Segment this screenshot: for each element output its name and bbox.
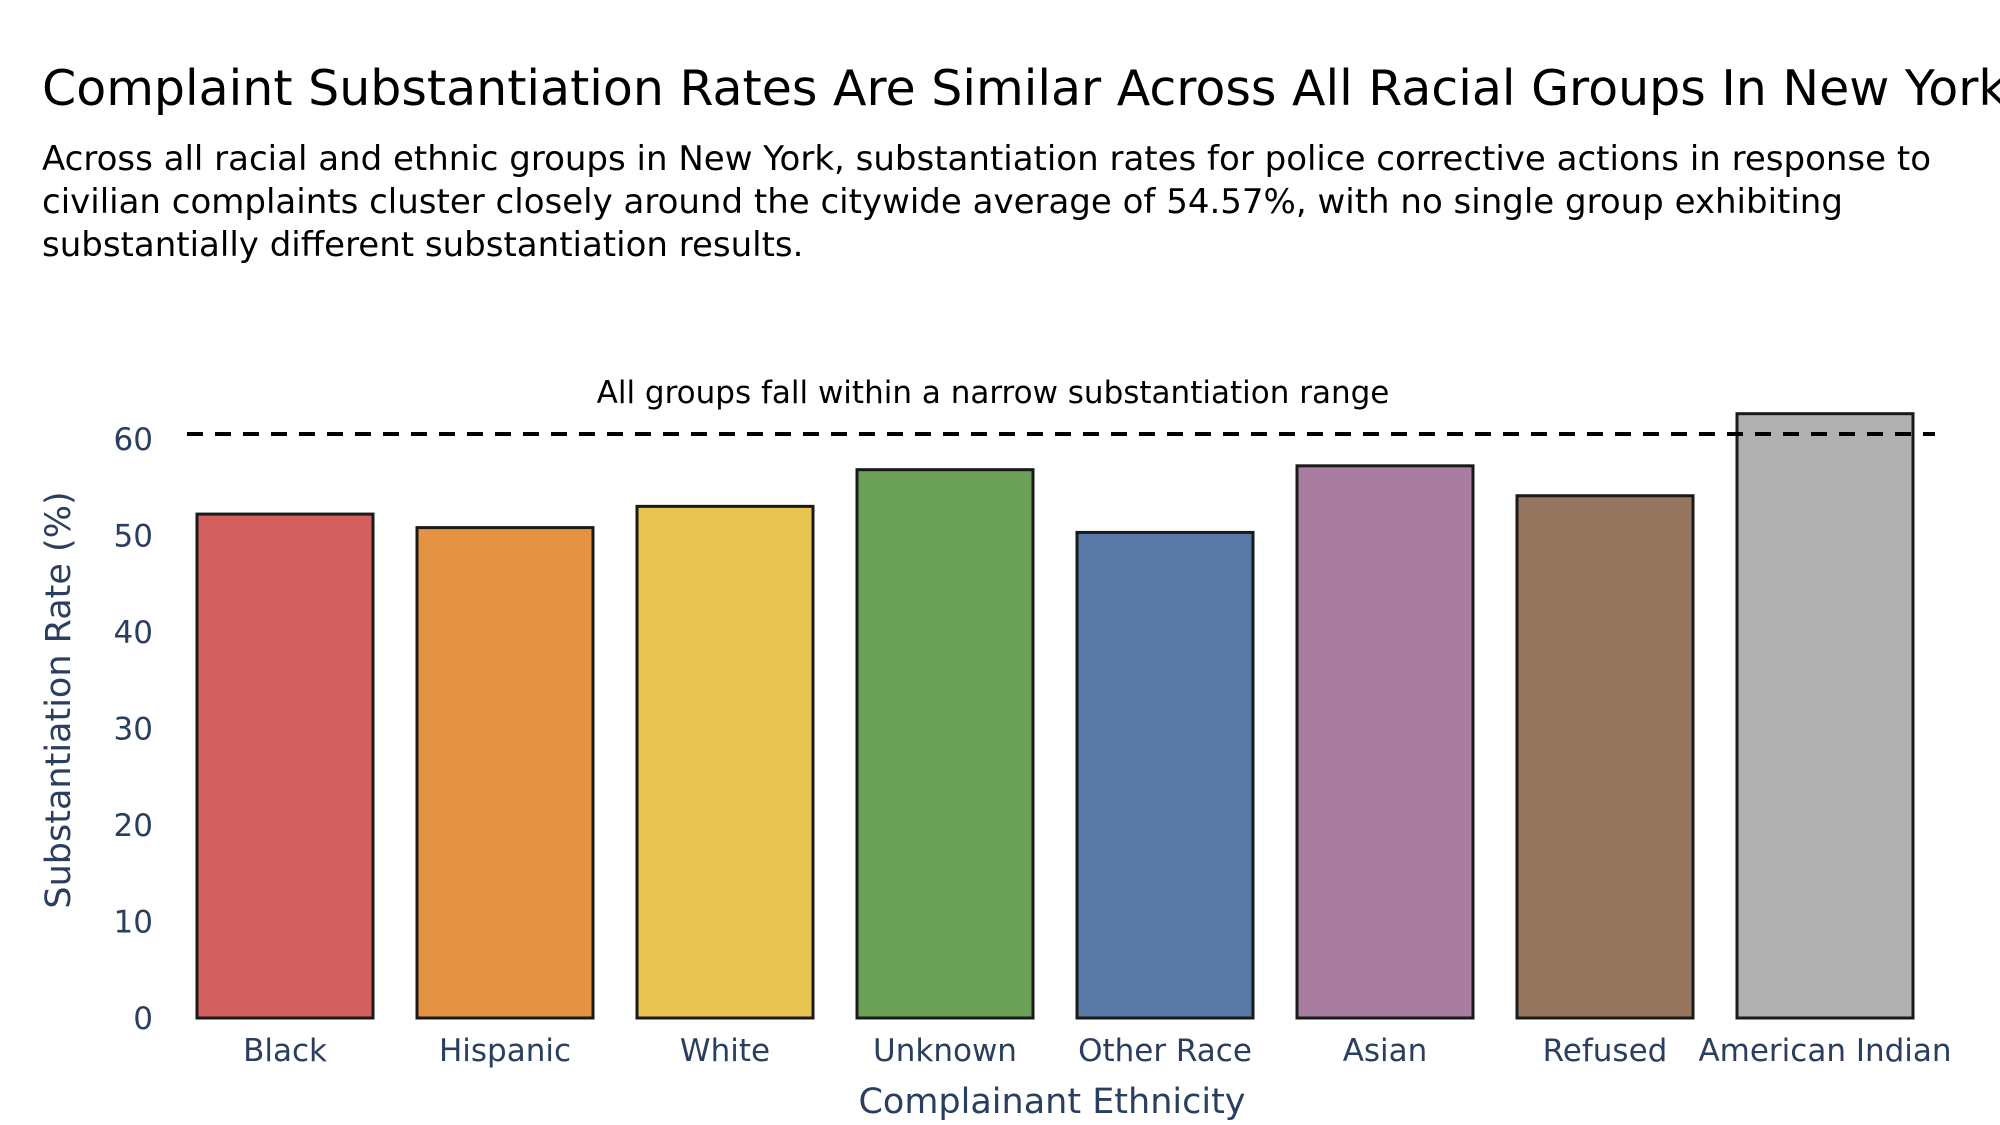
x-tick-label: American Indian — [1698, 1033, 1951, 1069]
y-tick-label: 0 — [133, 1001, 153, 1037]
x-tick-label: Refused — [1543, 1033, 1668, 1069]
x-tick-label: White — [680, 1033, 770, 1069]
y-tick-label: 10 — [114, 904, 153, 940]
bar-other-race — [1075, 530, 1255, 1020]
range-annotation: All groups fall within a narrow substant… — [597, 375, 1390, 411]
chart-subtitle: Across all racial and ethnic groups in N… — [42, 139, 1931, 265]
bar-white — [635, 504, 815, 1020]
x-axis: Black Hispanic White Unknown Other Race Asian… — [243, 1033, 1951, 1069]
y-tick-label: 20 — [114, 808, 153, 844]
x-tick-label: Unknown — [873, 1033, 1017, 1069]
chart-title: Complaint Substantiation Rates Are Simil… — [42, 60, 2000, 117]
bar-refused — [1515, 494, 1695, 1020]
y-axis: 0 10 20 30 40 50 60 — [114, 422, 153, 1037]
x-tick-label: Other Race — [1078, 1033, 1252, 1069]
bar-hispanic — [415, 526, 595, 1020]
x-axis-title: Complainant Ethnicity — [858, 1082, 1245, 1122]
bar-asian — [1295, 464, 1475, 1020]
x-tick-label: Black — [243, 1033, 327, 1069]
x-tick-label: Asian — [1343, 1033, 1428, 1069]
y-tick-label: 40 — [114, 615, 153, 651]
bar-unknown — [855, 468, 1035, 1020]
bar-american-indian — [1735, 412, 1915, 1020]
y-tick-label: 30 — [114, 711, 153, 747]
y-tick-label: 60 — [114, 422, 153, 458]
y-tick-label: 50 — [114, 518, 153, 554]
x-tick-label: Hispanic — [439, 1033, 571, 1069]
plot-area — [187, 412, 1935, 1020]
y-axis-title: Substantiation Rate (%) — [39, 491, 79, 908]
bar-black — [195, 512, 375, 1020]
